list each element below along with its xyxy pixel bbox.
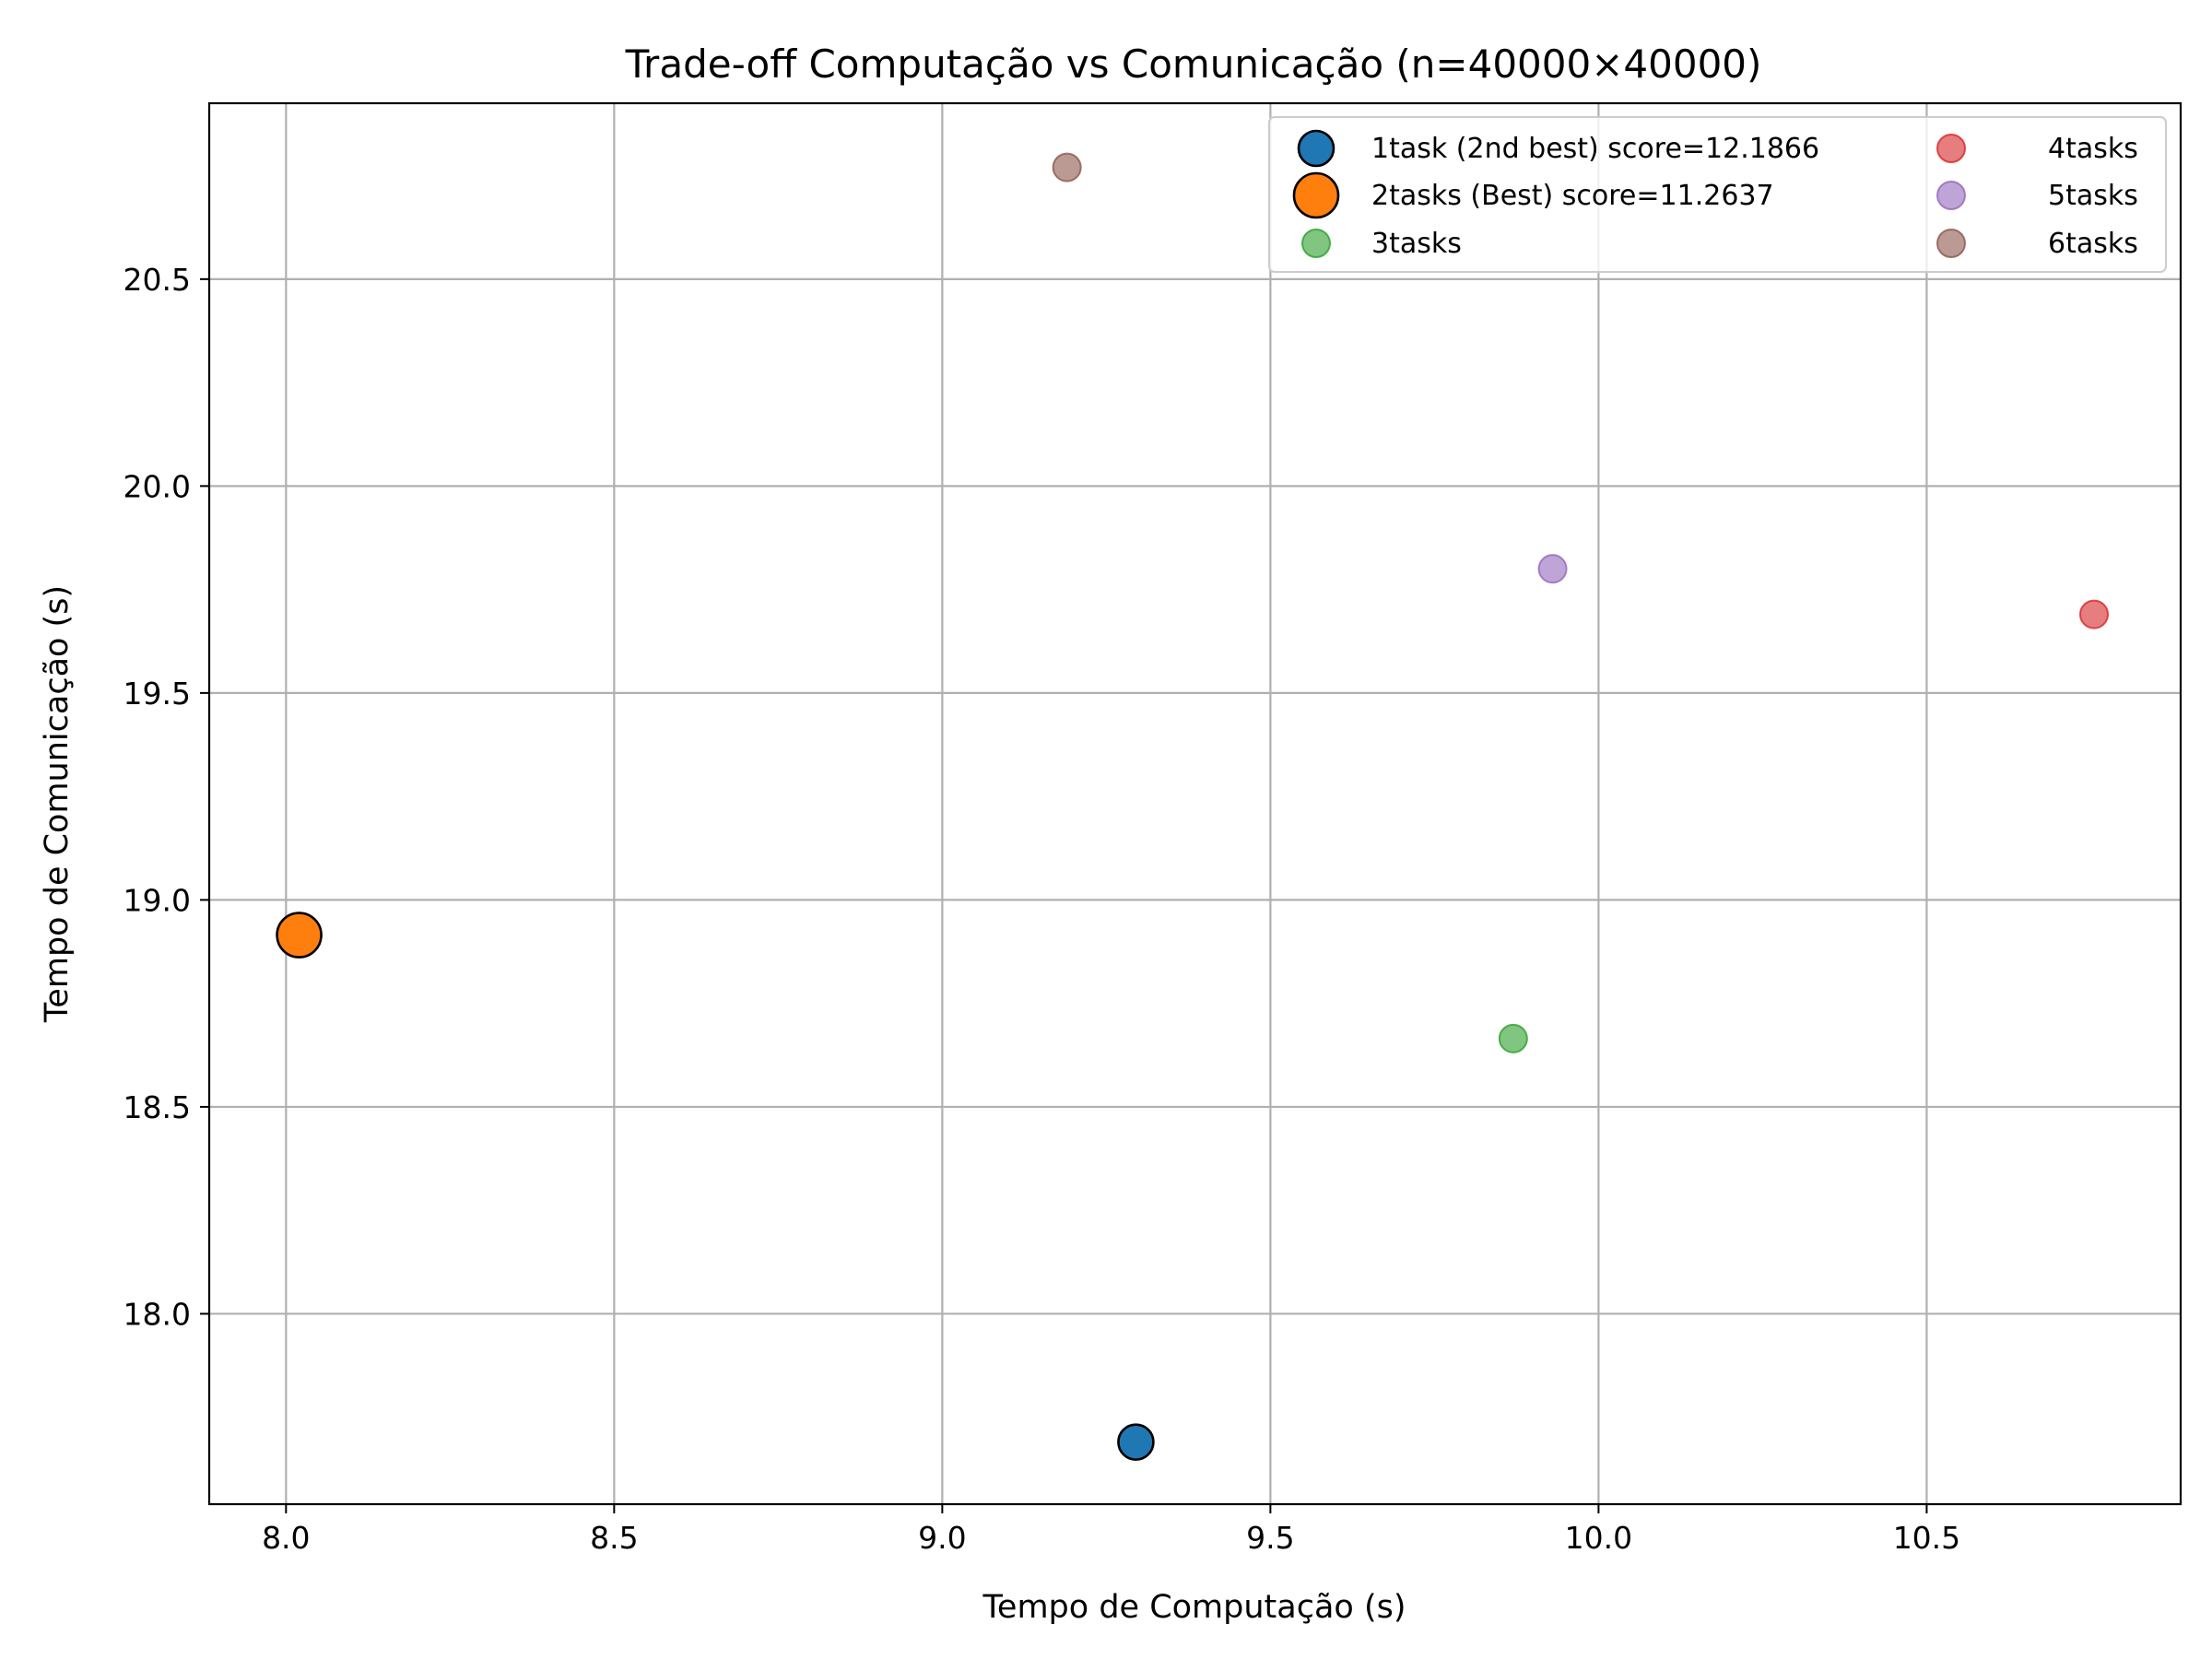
data-point: [1052, 152, 1082, 182]
legend-label: 2tasks (Best) score=11.2637: [1371, 180, 1774, 212]
legend-label: 5tasks: [2048, 180, 2138, 212]
y-axis-label: Tempo de Comunicação (s): [39, 585, 76, 1023]
data-point: [2079, 599, 2110, 629]
legend-marker: [1936, 181, 1966, 210]
y-tick-label: 18.0: [124, 1296, 191, 1332]
data-point: [1498, 1023, 1528, 1053]
x-axis-label: Tempo de Computação (s): [982, 1589, 1406, 1626]
legend-marker: [1301, 229, 1331, 258]
legend-marker: [1936, 134, 1966, 163]
x-tick-label: 9.5: [1246, 1520, 1294, 1556]
x-tick-label: 8.5: [590, 1520, 638, 1556]
data-point: [1117, 1423, 1155, 1461]
data-point: [1537, 554, 1568, 584]
y-tick-label: 19.5: [124, 676, 191, 712]
legend-label: 4tasks: [2048, 133, 2138, 165]
axis-ticks: 8.0 8.5 9.0 9.5 10.0 10.5 18.0 18.5 19.0 19.5 20.0…: [124, 262, 1961, 1556]
y-tick-label: 20.5: [124, 262, 191, 298]
data-point: [276, 912, 323, 959]
y-tick-label: 20.0: [124, 468, 191, 504]
plot-frame: [207, 101, 2183, 1506]
data-points: [276, 152, 2110, 1461]
chart-title: Trade-off Computação vs Comunicação (n=4…: [625, 41, 1762, 87]
legend-marker: [1297, 129, 1335, 168]
legend-marker: [1292, 171, 1340, 219]
x-tick-label: 10.5: [1893, 1520, 1960, 1556]
x-tick-label: 8.0: [262, 1520, 310, 1556]
legend-label: 3tasks: [1371, 228, 1462, 260]
legend-label: 6tasks: [2048, 228, 2138, 260]
legend: 1task (2nd best) score=12.1866 2tasks (Be…: [1268, 116, 2167, 273]
legend-marker: [1936, 229, 1966, 258]
legend-label: 1task (2nd best) score=12.1866: [1371, 133, 1819, 165]
y-tick-label: 19.0: [124, 882, 191, 918]
grid-lines: [209, 103, 2181, 1504]
y-tick-label: 18.5: [124, 1089, 191, 1125]
x-tick-label: 10.0: [1565, 1520, 1632, 1556]
x-tick-label: 9.0: [918, 1520, 966, 1556]
